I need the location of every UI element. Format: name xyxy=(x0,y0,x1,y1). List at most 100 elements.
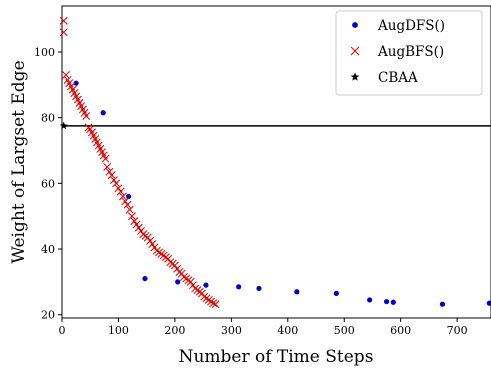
point-augbfs xyxy=(132,220,141,229)
point-augdfs xyxy=(486,300,491,306)
point-augbfs-stroke-b xyxy=(82,112,91,120)
point-augbfs xyxy=(143,233,152,242)
point-augbfs-stroke-b xyxy=(72,92,81,101)
ticks: 0 100 200 300 400 500 600 700 20 40 60 80 100 xyxy=(34,46,468,337)
point-augbfs-stroke-b xyxy=(177,269,186,278)
point-augbfs-stroke-b xyxy=(125,205,134,214)
point-augbfs-stroke-b xyxy=(107,171,116,180)
point-augdfs xyxy=(175,279,181,285)
point-augbfs-stroke-b xyxy=(59,28,68,37)
point-augbfs xyxy=(109,176,118,185)
point-augdfs xyxy=(367,297,373,303)
point-augbfs-stroke-b xyxy=(101,154,110,163)
x-tick-label: 500 xyxy=(334,324,355,337)
point-augbfs-stroke-b xyxy=(98,148,107,157)
point-augbfs-stroke-b xyxy=(61,71,70,79)
point-augdfs xyxy=(203,282,209,288)
point-augbfs-stroke-b xyxy=(209,299,218,308)
point-augbfs xyxy=(103,162,112,171)
point-augbfs-stroke-b xyxy=(134,223,143,232)
point-augbfs-stroke-b xyxy=(189,281,197,290)
point-augbfs-stroke-b xyxy=(78,105,87,114)
point-augbfs xyxy=(82,112,91,120)
point-augbfs-stroke-b xyxy=(80,108,89,117)
x-axis-label: Number of Time Steps xyxy=(179,347,374,367)
point-augbfs-stroke-b xyxy=(75,98,84,107)
point-augbfs-stroke-b xyxy=(63,75,72,84)
x-tick-label: 400 xyxy=(277,324,298,337)
point-augbfs-stroke-b xyxy=(121,197,130,206)
point-augbfs xyxy=(116,187,125,196)
point-augbfs-stroke-b xyxy=(130,217,139,226)
plot-area: 0 100 200 300 400 500 600 700 20 40 60 80 100 xyxy=(34,5,491,337)
point-augdfs xyxy=(73,80,79,86)
point-augdfs xyxy=(439,301,446,307)
point-augbfs-stroke-b xyxy=(173,264,182,273)
point-augbfs-stroke-b xyxy=(86,125,95,134)
legend-items: AugDFS() AugBFS() CBAA xyxy=(350,18,445,86)
legend-marker-augbfs-stroke-b xyxy=(350,46,360,56)
point-augbfs-stroke-b xyxy=(123,200,132,209)
point-augbfs-stroke-b xyxy=(96,144,105,153)
point-augbfs-stroke-b xyxy=(186,277,195,286)
point-augbfs xyxy=(101,154,110,163)
plot-frame xyxy=(61,5,491,319)
legend-marker-augbfs xyxy=(350,46,360,56)
point-augbfs-stroke-b xyxy=(119,192,127,201)
point-augbfs xyxy=(59,28,68,37)
point-augbfs xyxy=(186,277,195,286)
point-augbfs xyxy=(121,197,130,206)
point-augbfs-stroke-b xyxy=(73,95,82,104)
point-augdfs xyxy=(294,289,300,295)
point-augbfs xyxy=(114,184,123,193)
point-augbfs-stroke-b xyxy=(105,167,114,176)
point-augbfs xyxy=(119,192,127,201)
legend-marker-cbaa xyxy=(350,72,360,81)
data-marks xyxy=(59,16,491,309)
point-augbfs-stroke-b xyxy=(150,243,159,252)
y-tick-label: 80 xyxy=(41,112,55,125)
point-augdfs xyxy=(383,298,390,305)
point-augdfs xyxy=(126,193,132,200)
point-augbfs-stroke-b xyxy=(132,220,141,229)
point-augbfs-stroke-b xyxy=(87,128,96,137)
point-augdfs xyxy=(390,299,396,305)
legend-label-augdfs: AugDFS() xyxy=(377,18,445,34)
point-augbfs-stroke-b xyxy=(67,82,75,91)
point-augdfs xyxy=(333,290,339,296)
point-augbfs-stroke-b xyxy=(116,187,125,196)
y-tick-label: 40 xyxy=(41,243,55,256)
point-augbfs-stroke-b xyxy=(170,261,179,270)
point-augdfs xyxy=(236,284,242,290)
point-augbfs-stroke-b xyxy=(59,16,68,25)
point-augbfs xyxy=(123,200,132,209)
x-tick-label: 100 xyxy=(108,324,129,337)
point-augbfs-stroke-b xyxy=(211,300,220,309)
x-tick-label: 600 xyxy=(390,324,411,337)
x-tick-label: 700 xyxy=(447,324,468,337)
point-augbfs-stroke-b xyxy=(77,102,86,111)
legend: AugDFS() AugBFS() CBAA xyxy=(335,10,483,96)
point-augbfs xyxy=(125,205,134,214)
y-tick-label: 20 xyxy=(41,309,55,322)
point-augdfs xyxy=(100,110,106,116)
point-augbfs-stroke-b xyxy=(137,227,145,235)
point-augbfs-stroke-b xyxy=(198,289,206,298)
point-augbfs-stroke-b xyxy=(93,138,101,147)
legend-label-cbaa: CBAA xyxy=(378,70,418,86)
legend-marker-augdfs xyxy=(352,22,358,28)
point-cbaa xyxy=(59,121,68,130)
point-augbfs-stroke-b xyxy=(112,179,121,188)
point-augbfs-stroke-b xyxy=(103,162,112,171)
point-augbfs xyxy=(146,236,155,245)
point-augbfs-stroke-b xyxy=(109,176,118,185)
x-tick-label: 200 xyxy=(164,324,185,337)
point-augbfs xyxy=(61,71,70,79)
y-axis-label: Weight of Largset Edge xyxy=(9,60,29,263)
point-augbfs-stroke-b xyxy=(128,212,136,221)
point-augbfs-stroke-b xyxy=(164,254,173,263)
point-augbfs-stroke-b xyxy=(65,79,74,88)
point-augbfs xyxy=(148,240,157,249)
point-augbfs-stroke-b xyxy=(99,151,108,160)
